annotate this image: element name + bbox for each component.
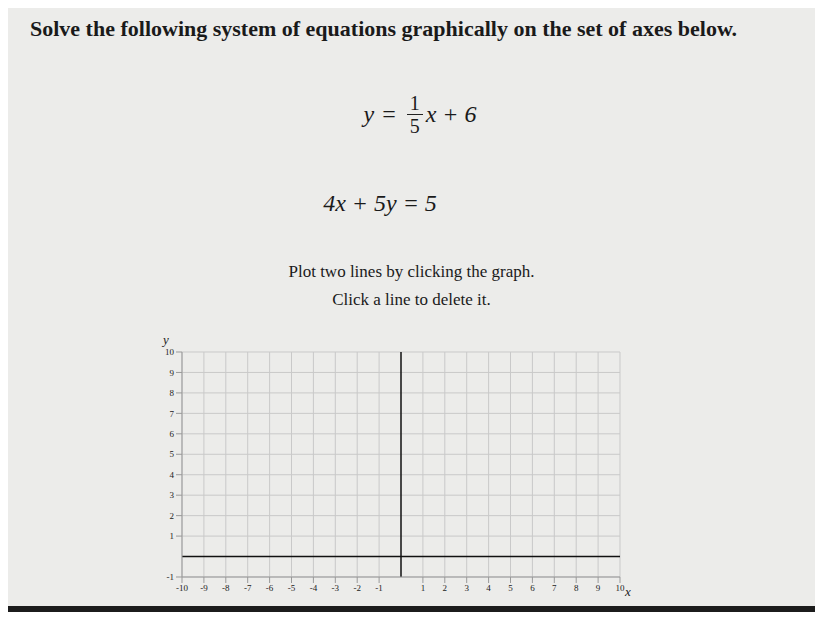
svg-text:8: 8 [170,388,175,398]
svg-text:-7: -7 [244,583,252,593]
svg-text:-6: -6 [266,583,274,593]
svg-text:4: 4 [486,583,491,593]
svg-text:8: 8 [574,583,579,593]
svg-text:6: 6 [530,583,535,593]
svg-text:7: 7 [552,583,557,593]
svg-text:-5: -5 [288,583,296,593]
svg-text:-3: -3 [332,583,340,593]
html-text:Plot two lines by clicking the: Plot two lines by clicking the graph. [288,262,535,281]
svg-text:-4: -4 [310,583,318,593]
svg-text:3: 3 [170,490,175,500]
svg-text:10: 10 [165,347,175,357]
html-text:4x + 5y = 5: 4x + 5y = 5 [323,190,437,216]
svg-text:9: 9 [596,583,601,593]
svg-text:y: y [161,332,169,347]
svg-text:4: 4 [170,470,175,480]
svg-text:5: 5 [170,449,175,459]
svg-text:10: 10 [616,583,626,593]
svg-text:-1: -1 [375,583,383,593]
html-text:y =: y = [363,101,396,127]
html-text:5 x + 6: 5 x + 6 [409,101,477,137]
svg-text:1: 1 [170,531,175,541]
svg-text:-8: -8 [222,583,230,593]
svg-text:-10: -10 [176,583,188,593]
svg-text:-1: -1 [167,572,175,582]
svg-text:2: 2 [170,511,175,521]
svg-text:-2: -2 [353,583,361,593]
svg-text:7: 7 [170,409,175,419]
svg-text:6: 6 [170,429,175,439]
svg-text:2: 2 [443,583,448,593]
svg-text:1: 1 [421,583,426,593]
svg-text:5: 5 [508,583,513,593]
svg-text:9: 9 [170,368,175,378]
svg-text:-9: -9 [200,583,208,593]
svg-text:x: x [624,584,631,599]
html-text:Solve the following system of: Solve the following system of equations … [30,16,738,41]
svg-text:3: 3 [464,583,469,593]
html-text:1: 1 [409,92,420,114]
html-text:Click a line to delete it.: Click a line to delete it. [332,290,491,309]
